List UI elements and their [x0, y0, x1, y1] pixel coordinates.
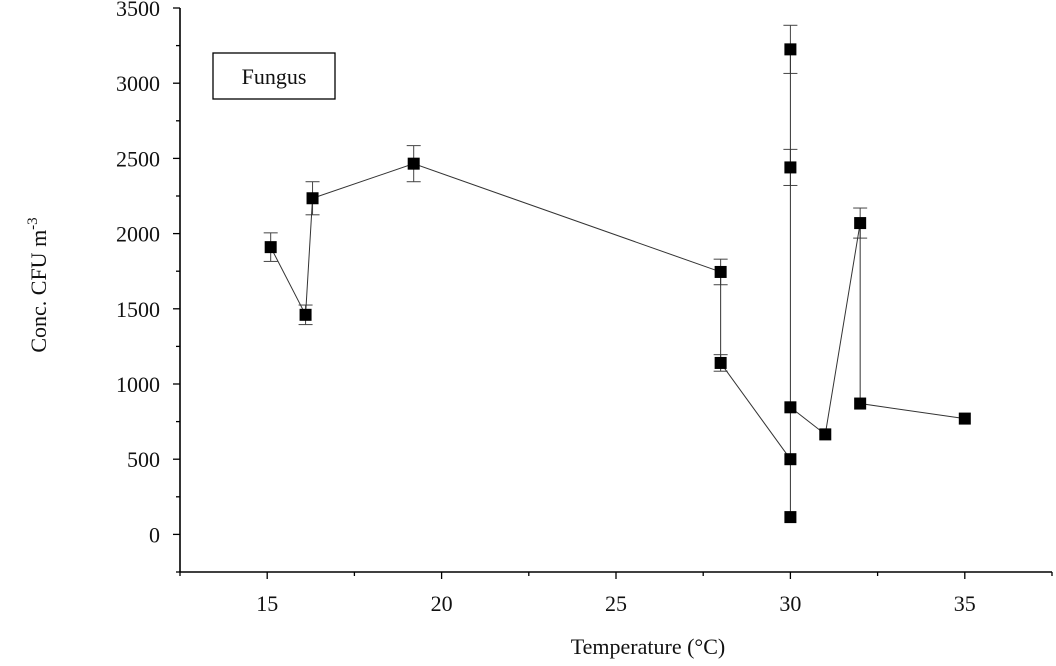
legend: Fungus	[213, 53, 335, 99]
x-tick-label: 35	[954, 591, 976, 616]
data-point	[265, 241, 277, 253]
markers	[265, 43, 971, 523]
y-tick-label: 500	[127, 447, 160, 472]
data-point	[959, 413, 971, 425]
y-tick-label: 1000	[116, 372, 160, 397]
x-tick-label: 25	[605, 591, 627, 616]
data-point	[784, 161, 796, 173]
x-axis-title: Temperature (°C)	[571, 634, 725, 659]
data-point	[854, 398, 866, 410]
series-fungus	[271, 49, 965, 517]
data-point	[307, 192, 319, 204]
data-point	[715, 266, 727, 278]
series-line	[271, 49, 965, 517]
data-point	[300, 309, 312, 321]
data-point	[854, 217, 866, 229]
data-point	[784, 511, 796, 523]
x-axis-title-text: Temperature	[571, 634, 682, 659]
legend-label: Fungus	[242, 64, 307, 89]
data-point	[784, 401, 796, 413]
y-axis-title-sup: -3	[25, 217, 41, 230]
data-point	[408, 158, 420, 170]
data-point	[784, 453, 796, 465]
y-tick-label: 2000	[116, 222, 160, 247]
data-point	[784, 43, 796, 55]
error-bars	[264, 25, 867, 371]
x-axis-title-unit: (°C)	[687, 634, 725, 659]
data-point	[819, 428, 831, 440]
y-axis-title: Conc. CFU m-3	[25, 217, 51, 352]
data-point	[715, 357, 727, 369]
x-tick-label: 30	[779, 591, 801, 616]
y-tick-label: 2500	[116, 146, 160, 171]
y-tick-label: 0	[149, 522, 160, 547]
y-tick-label: 1500	[116, 297, 160, 322]
y-axis-title-text: Conc. CFU m	[26, 230, 51, 353]
y-tick-label: 3500	[116, 0, 160, 21]
x-tick-label: 20	[431, 591, 453, 616]
x-tick-label: 15	[256, 591, 278, 616]
y-tick-label: 3000	[116, 71, 160, 96]
